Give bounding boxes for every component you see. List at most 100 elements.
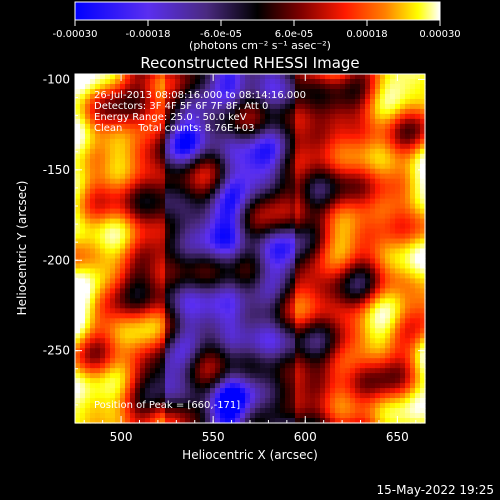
heatmap-cell bbox=[305, 103, 311, 110]
heatmap-cell bbox=[305, 113, 311, 120]
heatmap-cell bbox=[245, 128, 251, 135]
heatmap-cell bbox=[290, 188, 296, 195]
heatmap-cell bbox=[135, 378, 141, 384]
heatmap-cell bbox=[205, 228, 211, 235]
heatmap-cell bbox=[300, 128, 306, 135]
heatmap-cell bbox=[240, 203, 246, 210]
heatmap-cell bbox=[240, 388, 246, 394]
heatmap-cell bbox=[320, 268, 326, 275]
heatmap-cell bbox=[295, 403, 301, 409]
heatmap-cell bbox=[165, 78, 171, 85]
heatmap-cell bbox=[320, 308, 326, 314]
heatmap-cell bbox=[210, 308, 216, 314]
heatmap-cell bbox=[395, 248, 401, 255]
heatmap-cell bbox=[160, 113, 166, 120]
heatmap-cell bbox=[170, 123, 176, 130]
heatmap-cell bbox=[360, 398, 366, 404]
heatmap-cell bbox=[410, 183, 416, 190]
heatmap-cell bbox=[420, 218, 426, 225]
heatmap-cell bbox=[80, 283, 86, 289]
heatmap-cell bbox=[220, 123, 226, 130]
heatmap-cell bbox=[100, 98, 106, 105]
heatmap-cell bbox=[165, 113, 171, 120]
heatmap-cell bbox=[245, 288, 251, 294]
heatmap-cell bbox=[150, 408, 156, 414]
heatmap-cell bbox=[380, 203, 386, 210]
heatmap-cell bbox=[400, 248, 406, 255]
heatmap-cell bbox=[230, 348, 236, 354]
heatmap-cell bbox=[295, 83, 301, 90]
colorbar-gradient bbox=[74, 1, 441, 21]
heatmap-cell bbox=[260, 198, 266, 205]
heatmap-image bbox=[75, 74, 426, 424]
heatmap-cell bbox=[355, 398, 361, 404]
heatmap-cell bbox=[285, 108, 291, 115]
heatmap-cell bbox=[195, 113, 201, 120]
heatmap-cell bbox=[285, 133, 291, 140]
heatmap-cell bbox=[375, 268, 381, 275]
heatmap-cell bbox=[265, 168, 271, 175]
heatmap-cell bbox=[295, 88, 301, 95]
heatmap-cell bbox=[305, 203, 311, 210]
heatmap-cell bbox=[95, 288, 101, 294]
heatmap-cell bbox=[370, 203, 376, 210]
heatmap-cell bbox=[235, 398, 241, 404]
heatmap-cell bbox=[290, 243, 296, 250]
heatmap-cell bbox=[315, 378, 321, 384]
heatmap-cell bbox=[110, 373, 116, 379]
heatmap-cell bbox=[145, 98, 151, 105]
heatmap-cell bbox=[185, 253, 191, 260]
heatmap-cell bbox=[360, 183, 366, 190]
heatmap-cell bbox=[265, 258, 271, 265]
heatmap-cell bbox=[300, 138, 306, 145]
heatmap-cell bbox=[90, 283, 96, 289]
heatmap-cell bbox=[315, 198, 321, 205]
heatmap-cell bbox=[390, 258, 396, 265]
heatmap-cell bbox=[290, 228, 296, 235]
heatmap-cell bbox=[325, 333, 331, 339]
heatmap-cell bbox=[115, 278, 121, 284]
heatmap-cell bbox=[230, 308, 236, 314]
heatmap-cell bbox=[305, 163, 311, 170]
heatmap-cell bbox=[230, 413, 236, 419]
heatmap-cell bbox=[100, 353, 106, 359]
heatmap-cell bbox=[225, 343, 231, 349]
heatmap-cell bbox=[415, 293, 421, 299]
heatmap-cell bbox=[160, 373, 166, 379]
heatmap-cell bbox=[270, 228, 276, 235]
heatmap-cell bbox=[370, 313, 376, 319]
heatmap-cell bbox=[150, 193, 156, 200]
heatmap-cell bbox=[215, 413, 221, 419]
heatmap-cell bbox=[255, 88, 261, 95]
heatmap-cell bbox=[185, 113, 191, 120]
heatmap-cell bbox=[330, 228, 336, 235]
heatmap-cell bbox=[280, 388, 286, 394]
heatmap-cell bbox=[240, 74, 246, 80]
heatmap-cell bbox=[180, 143, 186, 150]
heatmap-cell bbox=[400, 88, 406, 95]
heatmap-cell bbox=[255, 243, 261, 250]
heatmap-cell bbox=[355, 373, 361, 379]
heatmap-cell bbox=[115, 243, 121, 250]
heatmap-cell bbox=[105, 193, 111, 200]
heatmap-cell bbox=[110, 288, 116, 294]
heatmap-cell bbox=[360, 74, 366, 80]
heatmap-cell bbox=[125, 188, 131, 195]
heatmap-cell bbox=[275, 358, 281, 364]
heatmap-cell bbox=[270, 393, 276, 399]
heatmap-cell bbox=[265, 223, 271, 230]
heatmap-cell bbox=[370, 98, 376, 105]
heatmap-cell bbox=[280, 373, 286, 379]
heatmap-cell bbox=[175, 318, 181, 324]
heatmap-cell bbox=[90, 238, 96, 245]
heatmap-cell bbox=[230, 283, 236, 289]
heatmap-cell bbox=[210, 198, 216, 205]
heatmap-cell bbox=[385, 338, 391, 344]
heatmap-cell bbox=[195, 373, 201, 379]
heatmap-cell bbox=[125, 153, 131, 160]
heatmap-cell bbox=[245, 358, 251, 364]
heatmap-cell bbox=[295, 333, 301, 339]
heatmap-cell bbox=[205, 183, 211, 190]
heatmap-cell bbox=[270, 323, 276, 329]
heatmap-cell bbox=[365, 123, 371, 130]
